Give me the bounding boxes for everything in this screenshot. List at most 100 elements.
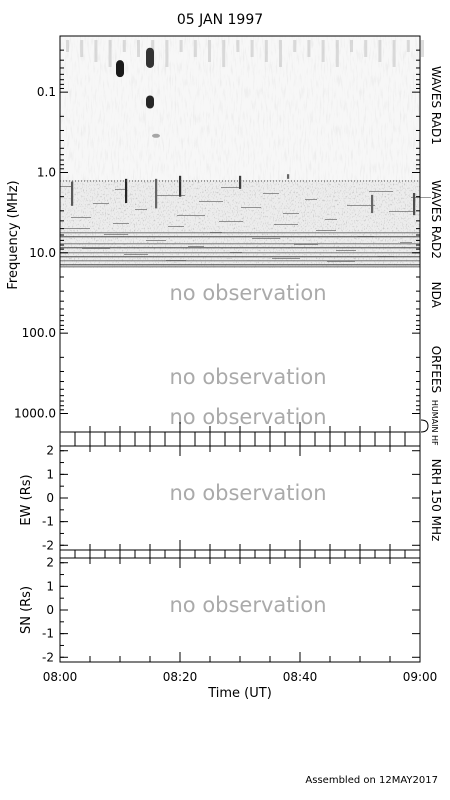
dynamic-spectrum-panel: no observation no observation no observa… [6,35,443,446]
rad1-streak [179,40,183,52]
spectrum-y-tick-label: 10.0 [29,246,56,260]
rad1-streak [364,40,368,57]
rad1-streak [335,40,339,67]
rad2-speck [272,258,300,259]
rad2-speck [336,250,356,251]
rad2-speck [115,189,127,190]
panel-y-tick-label: 1 [46,467,54,481]
band-label: ORFEES [429,346,443,393]
burst-mark [371,194,374,214]
band-label: NDA [429,282,443,309]
rad2-speck [113,223,129,224]
ew-ticks: 2 1 0 -1 -2 [42,444,420,552]
rad1-streak [264,40,268,62]
rad2-speck [104,234,128,235]
rad2-speck [263,193,279,194]
rad2-speck [60,186,72,187]
rad2-speck [252,238,280,239]
rad2-speck [135,209,147,210]
rad2-stripe [60,243,420,245]
panel-y-tick-label: 2 [46,556,54,570]
burst-mark [125,178,128,204]
rad2-speck [327,261,355,262]
spectrum-y-tick-label: 100.0 [22,326,56,340]
x-tick-label: 08:20 [163,670,198,684]
rad2-stripe [60,264,420,266]
nrh-label: NRH 150 MHz [429,459,443,542]
rad1-streak [293,40,297,52]
rad2-speck [411,197,431,198]
rad1-streak [406,40,410,52]
rad1-streak [94,40,98,62]
burst-mark [239,175,242,189]
rad2-speck [71,217,91,218]
rad1-streak [193,40,197,57]
rad1-streak [350,40,353,52]
time-ticks [59,422,421,662]
rad2-speck [124,254,148,255]
rad2-stripe [60,266,420,268]
rad1-streak [392,40,396,67]
rad2-speck [400,242,412,243]
rad2-speck [316,230,336,231]
rad1-streak [222,40,226,67]
sn-ticks: 2 1 0 -1 -2 [42,556,420,664]
rad2-speck [378,256,394,257]
rad2-speck [93,203,109,204]
burst-mark [146,95,154,109]
rad2-stripe [60,256,420,258]
figure-title: 05 JAN 1997 [177,12,263,28]
rad2-speck [347,205,375,206]
panel-y-tick-label: 0 [46,603,54,617]
x-tick-label: 08:40 [283,670,318,684]
rad2-speck [369,191,393,192]
x-tick-label: 09:00 [403,670,438,684]
rad2-speck [230,252,242,253]
rad2-speck [221,187,241,188]
sn-y-label: SN (Rs) [19,586,34,634]
band-label: HUMAIN HF [430,400,439,446]
no-observation-humain: no observation [169,405,326,429]
rad2-stripe [60,236,420,238]
rad2-speck [241,207,261,208]
rad1-streak [378,40,382,62]
rad1-streak [307,40,311,57]
rad1-texture [60,36,420,180]
rad2-speck [166,260,186,261]
spectrum-y-label: Frequency (MHz) [6,180,21,289]
panel-y-tick-label: -2 [42,538,54,552]
rad1-streak [250,40,254,57]
nrh-ew-panel: 2 1 0 -1 -2 no observation EW (Rs) [19,444,421,552]
rad1-streak [66,40,69,52]
spectrum-y-tick-label: 1.0 [37,165,56,179]
band-label: WAVES RAD2 [429,180,443,259]
burst-mark [146,47,154,68]
rad2-speck [168,226,184,227]
rad2-speck [219,221,243,222]
rad2-speck [389,211,413,212]
spectrum-y-ticks: 0.1 1.0 10.0 100.0 1000.0 [14,35,420,420]
x-tick-labels: 08:00 08:20 08:40 09:00 [43,670,438,684]
rad1-streak [108,40,112,67]
rad2-stripe [60,247,420,249]
rad2-speck [62,228,90,229]
panel-y-tick-label: 1 [46,579,54,593]
rad1-streak [321,40,325,62]
rad1-streak [80,40,84,57]
panel-y-tick-label: -2 [42,650,54,664]
rad1-streak [137,40,140,57]
rad2-speck [177,215,205,216]
x-tick-label: 08:00 [43,670,78,684]
rad1-streak [279,40,282,67]
rad1-streak [122,40,126,52]
rad2-speck [199,201,223,202]
panel-y-tick-label: -1 [42,627,54,641]
burst-layer [71,47,416,216]
burst-mark [179,175,182,197]
rad2-speck [146,240,166,241]
rad2-speck [274,224,298,225]
band-labels: WAVES RAD1 WAVES RAD2 NDA ORFEES HUMAIN HF [429,66,443,446]
burst-mark [155,178,158,209]
no-observation-orfees: no observation [169,365,326,389]
rad1-streak [421,40,424,57]
